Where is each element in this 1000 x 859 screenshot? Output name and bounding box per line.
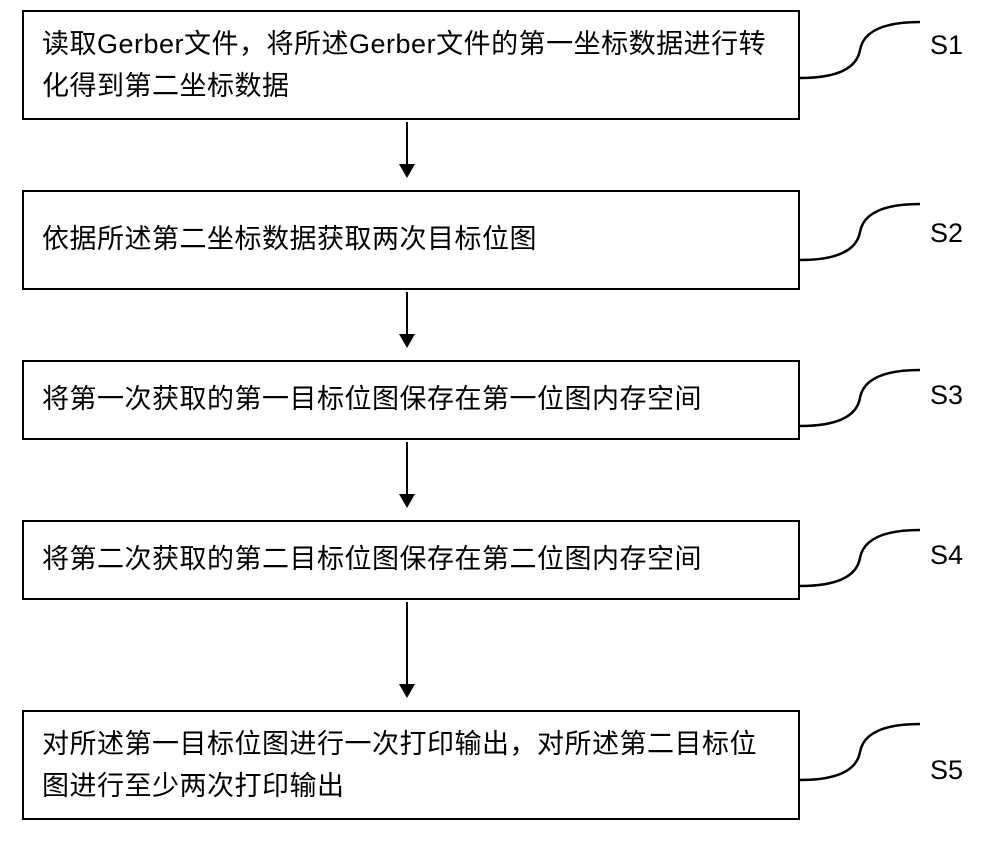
step-text-s4: 将第二次获取的第二目标位图保存在第二位图内存空间 <box>42 539 702 581</box>
brace-icon <box>800 370 920 426</box>
step-text-s2: 依据所述第二坐标数据获取两次目标位图 <box>42 219 537 261</box>
arrow-s3-s4 <box>406 442 408 506</box>
brace-icon <box>800 22 920 78</box>
step-text-s1: 读取Gerber文件，将所述Gerber文件的第一坐标数据进行转化得到第二坐标数… <box>42 24 780 108</box>
step-box-s4: 将第二次获取的第二目标位图保存在第二位图内存空间 <box>22 520 800 600</box>
brace-icon <box>800 530 920 586</box>
step-text-s3: 将第一次获取的第一目标位图保存在第一位图内存空间 <box>42 379 702 421</box>
brace-icon <box>800 204 920 260</box>
step-box-s5: 对所述第一目标位图进行一次打印输出，对所述第二目标位图进行至少两次打印输出 <box>22 710 800 820</box>
step-text-s5: 对所述第一目标位图进行一次打印输出，对所述第二目标位图进行至少两次打印输出 <box>42 724 780 808</box>
flowchart-diagram: 读取Gerber文件，将所述Gerber文件的第一坐标数据进行转化得到第二坐标数… <box>0 0 1000 859</box>
arrow-s2-s3 <box>406 292 408 346</box>
step-label-s5: S5 <box>930 755 963 786</box>
step-label-s3: S3 <box>930 380 963 411</box>
arrow-s4-s5 <box>406 602 408 696</box>
arrow-s1-s2 <box>406 122 408 176</box>
step-box-s1: 读取Gerber文件，将所述Gerber文件的第一坐标数据进行转化得到第二坐标数… <box>22 10 800 120</box>
step-box-s3: 将第一次获取的第一目标位图保存在第一位图内存空间 <box>22 360 800 440</box>
step-label-s1: S1 <box>930 30 963 61</box>
brace-icon <box>800 724 920 780</box>
step-label-s4: S4 <box>930 540 963 571</box>
step-label-s2: S2 <box>930 218 963 249</box>
step-box-s2: 依据所述第二坐标数据获取两次目标位图 <box>22 190 800 290</box>
